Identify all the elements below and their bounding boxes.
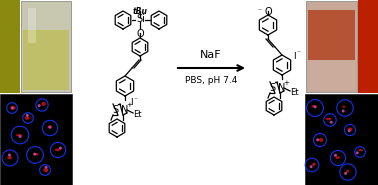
Circle shape: [8, 154, 11, 157]
Text: ⁻: ⁻: [296, 48, 300, 58]
Circle shape: [45, 166, 48, 169]
Text: I: I: [130, 97, 132, 107]
Ellipse shape: [16, 134, 22, 136]
Text: +: +: [283, 80, 289, 86]
Circle shape: [59, 147, 62, 150]
Circle shape: [316, 138, 319, 141]
Ellipse shape: [319, 138, 323, 142]
Bar: [306, 1, 357, 92]
Ellipse shape: [348, 127, 352, 131]
Ellipse shape: [55, 148, 60, 151]
Ellipse shape: [48, 125, 52, 128]
Text: I: I: [293, 51, 295, 60]
Bar: [305, 94, 378, 185]
Text: ⁻: ⁻: [258, 6, 262, 15]
Circle shape: [348, 129, 351, 132]
Bar: [358, 0, 378, 93]
Text: N: N: [121, 105, 129, 115]
Ellipse shape: [336, 156, 340, 159]
Circle shape: [334, 154, 337, 157]
Circle shape: [342, 110, 345, 112]
Ellipse shape: [312, 163, 316, 166]
Text: ⁻: ⁻: [133, 95, 137, 105]
Ellipse shape: [312, 105, 316, 107]
Bar: [21, 1, 71, 92]
Bar: [28, 8, 36, 43]
Circle shape: [19, 135, 22, 138]
Circle shape: [310, 165, 313, 168]
Ellipse shape: [346, 170, 349, 172]
Text: Et: Et: [133, 110, 141, 119]
Ellipse shape: [325, 118, 332, 120]
Ellipse shape: [7, 156, 12, 159]
Ellipse shape: [34, 153, 39, 156]
Ellipse shape: [359, 149, 363, 151]
Circle shape: [48, 126, 51, 129]
Text: tBu: tBu: [133, 7, 147, 16]
Bar: [23, 30, 69, 90]
Text: Et: Et: [290, 88, 298, 97]
Circle shape: [344, 172, 347, 175]
Text: N: N: [278, 83, 286, 93]
Text: +: +: [126, 102, 132, 108]
Bar: [0, 94, 72, 185]
Text: O: O: [264, 7, 272, 17]
Ellipse shape: [342, 106, 345, 108]
Circle shape: [314, 105, 317, 108]
Text: S: S: [269, 83, 275, 93]
Circle shape: [11, 107, 14, 110]
Ellipse shape: [42, 102, 46, 106]
Ellipse shape: [11, 106, 16, 110]
Bar: [0, 0, 20, 93]
Ellipse shape: [25, 116, 29, 120]
Text: PBS, pH 7.4: PBS, pH 7.4: [185, 76, 237, 85]
Text: O: O: [136, 29, 144, 39]
Text: NaF: NaF: [200, 50, 222, 60]
Circle shape: [356, 151, 359, 154]
Text: Si: Si: [136, 14, 146, 24]
Text: S: S: [112, 105, 118, 115]
Circle shape: [38, 104, 41, 107]
Bar: [308, 10, 355, 60]
Bar: [308, 60, 355, 90]
Ellipse shape: [43, 168, 48, 172]
Circle shape: [26, 114, 29, 117]
Circle shape: [330, 121, 333, 124]
Circle shape: [33, 153, 36, 156]
